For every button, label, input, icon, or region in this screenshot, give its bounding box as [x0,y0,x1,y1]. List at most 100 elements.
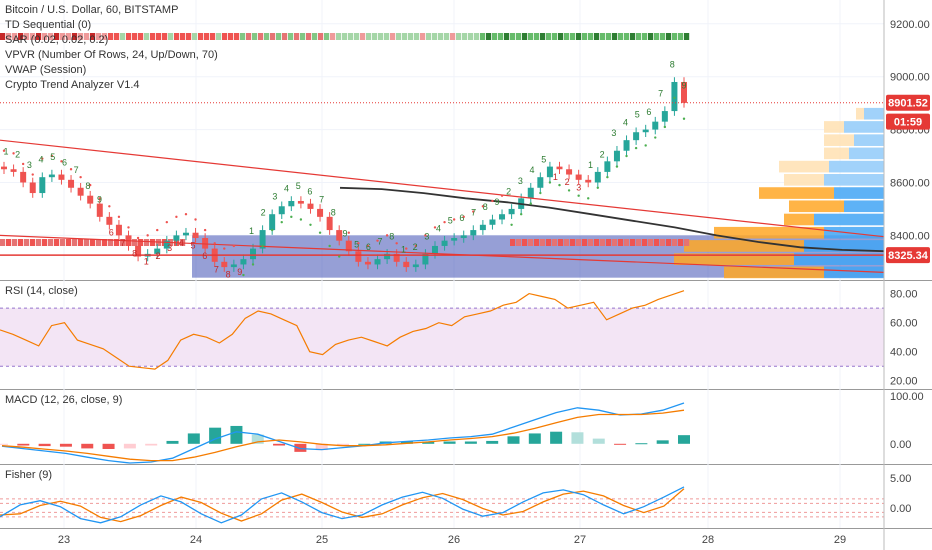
candle-body[interactable] [460,235,467,239]
fisher-trigger-line[interactable] [0,488,685,523]
candle-body[interactable] [192,232,199,239]
fisher-title[interactable]: Fisher (9) [5,469,53,481]
candle-body[interactable] [508,208,515,215]
price-tag-label[interactable]: 01:59 [894,117,922,129]
candle-body[interactable] [182,232,189,236]
study-trend-analyzer[interactable]: Crypto Trend Analyzer V1.4 [5,79,140,91]
macd-title[interactable]: MACD (12, 26, close, 9) [5,394,123,406]
candle-body[interactable] [154,248,161,254]
price-tick-label[interactable]: 9000.00 [890,72,930,84]
symbol-title[interactable]: Bitcoin / U.S. Dollar, 60, BITSTAMP [5,4,179,16]
candle-body[interactable] [566,169,573,175]
candle-body[interactable] [240,259,247,265]
rsi-pane[interactable] [0,290,884,370]
price-tick-label[interactable]: 8600.00 [890,177,930,189]
time-tick-label[interactable]: 27 [574,534,586,546]
study-sar[interactable]: SAR (0.02, 0.02, 0.2) [5,34,109,46]
candle-body[interactable] [58,174,65,180]
candle-body[interactable] [29,182,36,194]
time-tick-label[interactable]: 24 [190,534,202,546]
candle-body[interactable] [87,195,94,204]
rsi-tick-label[interactable]: 60.00 [890,318,918,330]
candle-body[interactable] [230,264,237,268]
price-tick-label[interactable]: 8400.00 [890,230,930,242]
fisher-tick-label[interactable]: 5.00 [890,473,911,485]
candle-body[interactable] [1,166,7,170]
candle-body[interactable] [546,166,553,178]
study-vpvr[interactable]: VPVR (Number Of Rows, 24, Up/Down, 70) [5,49,218,61]
candle-body[interactable] [77,187,84,196]
candle-body[interactable] [115,224,122,236]
study-td-sequential[interactable]: TD Sequential (0) [5,19,92,31]
macd-tick-label[interactable]: 100.00 [890,391,924,403]
rsi-tick-label[interactable]: 80.00 [890,289,918,301]
candle-body[interactable] [10,169,17,172]
candle-body[interactable] [489,219,496,225]
candle-body[interactable] [623,140,630,151]
candle-body[interactable] [278,206,285,215]
time-axis[interactable]: 23 24 25 26 27 28 29 [58,534,846,546]
candle-body[interactable] [556,166,563,170]
candle-body[interactable] [431,245,438,254]
candle-body[interactable] [48,174,55,178]
candle-body[interactable] [269,214,276,231]
vwap-line[interactable] [339,186,885,253]
trendline-upper[interactable] [0,139,885,238]
macd-pane[interactable] [0,402,690,464]
fisher-line[interactable] [0,486,685,524]
candle-body[interactable] [499,214,506,220]
candle-body[interactable] [374,259,381,265]
candle-body[interactable] [604,161,611,172]
candle-body[interactable] [451,238,458,241]
candle-body[interactable] [393,253,400,262]
candle-body[interactable] [307,203,314,209]
candle-body[interactable] [479,224,486,231]
rsi-tick-label[interactable]: 20.00 [890,376,918,388]
candle-body[interactable] [613,150,620,162]
candle-body[interactable] [585,179,592,183]
candle-body[interactable] [652,121,659,130]
candle-body[interactable] [671,81,678,112]
candle-body[interactable] [96,203,103,217]
candle-body[interactable] [642,129,649,133]
candle-body[interactable] [384,253,391,260]
time-tick-label[interactable]: 26 [448,534,460,546]
candle-body[interactable] [441,240,448,246]
macd-line[interactable] [1,402,685,464]
time-tick-label[interactable]: 29 [834,534,846,546]
rsi-tick-label[interactable]: 40.00 [890,347,918,359]
candle-body[interactable] [364,261,371,265]
candle-body[interactable] [355,251,362,262]
candle-body[interactable] [297,200,304,204]
macd-tick-label[interactable]: 0.00 [890,439,911,451]
time-tick-label[interactable]: 25 [316,534,328,546]
candle-body[interactable] [259,230,266,249]
candle-body[interactable] [537,177,544,188]
price-axis[interactable]: 8400.008600.008800.009000.009200.008901.… [883,0,930,550]
candle-body[interactable] [403,261,410,268]
fisher-tick-label[interactable]: 0.00 [890,503,911,515]
candle-body[interactable] [422,253,429,265]
time-tick-label[interactable]: 23 [58,534,70,546]
candle-body[interactable] [106,216,113,225]
candle-body[interactable] [594,171,601,183]
candle-body[interactable] [681,81,687,103]
price-tick-label[interactable]: 9200.00 [890,19,930,31]
candle-body[interactable] [68,179,75,188]
macd-signal-line[interactable] [1,409,685,462]
candle-body[interactable] [221,261,228,268]
candle-body[interactable] [470,230,477,236]
rsi-title[interactable]: RSI (14, close) [5,285,78,297]
candle-body[interactable] [288,200,295,207]
candle-body[interactable] [326,216,333,231]
candle-body[interactable] [412,264,419,268]
candle-body[interactable] [345,240,352,252]
candle-body[interactable] [336,230,343,241]
time-tick-label[interactable]: 28 [702,534,714,546]
candle-body[interactable] [173,235,180,241]
candle-body[interactable] [20,171,27,183]
candle-body[interactable] [317,208,324,217]
trendline-lower[interactable] [0,234,885,273]
